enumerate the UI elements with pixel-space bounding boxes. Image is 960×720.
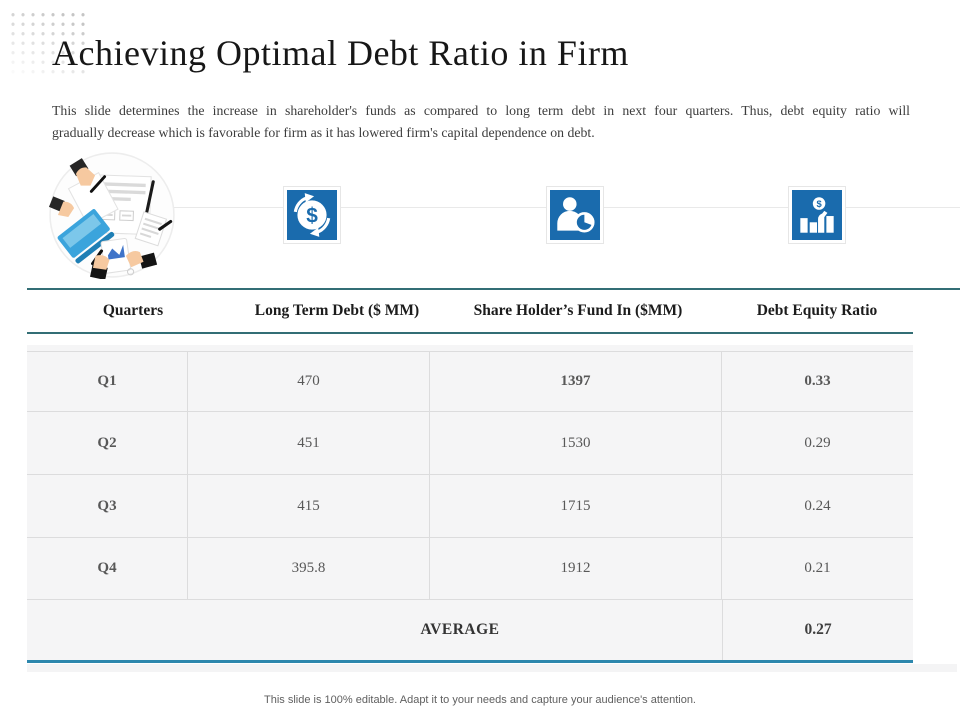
cell-shareholders-fund: 1912 bbox=[430, 538, 722, 599]
dot-pattern-decoration bbox=[8, 10, 86, 78]
cell-quarter: Q4 bbox=[27, 538, 188, 599]
table-row-q4: Q4 395.8 1912 0.21 bbox=[27, 538, 913, 600]
table-spacer-row bbox=[27, 345, 913, 352]
description-line-1: This slide determines the increase in sh… bbox=[52, 103, 910, 118]
average-debt-equity-ratio: 0.27 bbox=[722, 600, 913, 660]
cell-shareholders-fund: 1715 bbox=[430, 475, 722, 537]
cell-shareholders-fund: 1530 bbox=[430, 412, 722, 474]
icon-tile-bar-chart: $ bbox=[788, 186, 846, 244]
shareholder-pie-chart-icon bbox=[550, 190, 600, 240]
cell-debt-equity-ratio: 0.29 bbox=[804, 434, 831, 451]
table-header-row: Quarters Long Term Debt ($ MM) Share Hol… bbox=[27, 290, 913, 332]
cell-quarter: Q1 bbox=[27, 352, 188, 411]
cell-debt-equity-ratio: 0.24 bbox=[804, 497, 831, 514]
bar-chart-coin-icon: $ bbox=[792, 190, 842, 240]
cell-shareholders-fund: 1397 bbox=[430, 352, 722, 411]
cell-quarter: Q3 bbox=[27, 475, 188, 537]
cell-long-term-debt: 415 bbox=[188, 475, 430, 537]
table-row-q1: Q1 470 1397 0.33 bbox=[27, 352, 913, 412]
page-title: Achieving Optimal Debt Ratio in Firm bbox=[52, 33, 629, 73]
description-line-2: gradually decrease which is favorable fo… bbox=[52, 124, 595, 140]
average-label: AVERAGE bbox=[420, 621, 500, 638]
column-header-shareholders-fund: Share Holder’s Fund In ($MM) bbox=[473, 302, 683, 319]
table-row-average: AVERAGE 0.27 bbox=[27, 600, 913, 660]
svg-text:$: $ bbox=[306, 204, 318, 227]
teamwork-desk-illustration bbox=[48, 151, 176, 281]
header-top-rule bbox=[27, 288, 960, 290]
icon-tile-shareholder bbox=[546, 186, 604, 244]
table-row-q3: Q3 415 1715 0.24 bbox=[27, 475, 913, 538]
slide-description: This slide determines the increase in sh… bbox=[52, 100, 910, 144]
table-bottom-rule bbox=[27, 660, 913, 663]
table-under-band bbox=[27, 664, 957, 672]
cell-long-term-debt: 451 bbox=[188, 412, 430, 474]
cell-long-term-debt: 395.8 bbox=[188, 538, 430, 599]
svg-text:$: $ bbox=[816, 199, 822, 209]
cell-quarter: Q2 bbox=[27, 412, 188, 474]
cell-long-term-debt: 470 bbox=[188, 352, 430, 411]
data-table: Q1 470 1397 0.33 Q2 451 1530 0.29 Q3 415… bbox=[27, 345, 913, 660]
cell-debt-equity-ratio: 0.21 bbox=[804, 560, 831, 576]
money-circulation-icon: $ bbox=[287, 190, 337, 240]
icon-tile-money: $ bbox=[283, 186, 341, 244]
cell-debt-equity-ratio: 0.33 bbox=[804, 373, 831, 389]
column-header-long-term-debt: Long Term Debt ($ MM) bbox=[254, 302, 420, 319]
teamwork-illustration-graphic bbox=[48, 152, 175, 281]
footer-note: This slide is 100% editable. Adapt it to… bbox=[264, 694, 696, 706]
column-header-quarters: Quarters bbox=[102, 302, 164, 319]
table-row-q2: Q2 451 1530 0.29 bbox=[27, 412, 913, 475]
header-bottom-rule bbox=[27, 332, 913, 334]
column-header-debt-equity-ratio: Debt Equity Ratio bbox=[756, 302, 878, 319]
